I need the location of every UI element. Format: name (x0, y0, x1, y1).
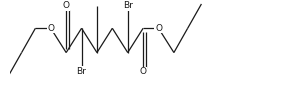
Text: Br: Br (123, 1, 133, 10)
Text: Br: Br (76, 67, 86, 76)
Text: O: O (155, 24, 162, 33)
Text: O: O (47, 24, 54, 33)
Text: O: O (140, 67, 147, 76)
Text: O: O (63, 1, 70, 10)
